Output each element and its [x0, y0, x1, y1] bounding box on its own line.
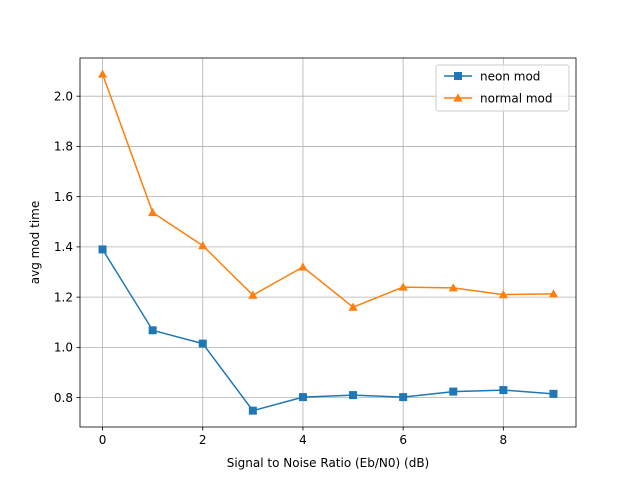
data-point — [398, 282, 408, 291]
data-point — [399, 393, 408, 402]
series-layer — [97, 69, 559, 415]
y-axis-label: avg mod time — [28, 201, 42, 284]
series-line — [101, 73, 554, 308]
data-point — [549, 389, 558, 398]
data-point — [448, 283, 458, 292]
x-tick-label: 8 — [500, 433, 508, 447]
legend-label: normal mod — [480, 91, 553, 105]
y-tick-label: 1.4 — [54, 240, 73, 254]
data-point — [148, 207, 158, 217]
y-tick-label: 1.2 — [54, 290, 73, 304]
y-tick-label: 2.0 — [54, 89, 73, 103]
data-point — [248, 406, 257, 415]
legend-swatch-marker — [453, 93, 463, 102]
data-point — [298, 393, 307, 402]
series-normal-mod — [97, 69, 559, 311]
x-tick-label: 4 — [299, 433, 307, 447]
data-point — [548, 289, 559, 298]
x-tick-label: 6 — [399, 433, 407, 447]
series-line — [101, 249, 554, 412]
data-point — [198, 241, 208, 250]
legend-item: normal mod — [444, 91, 553, 105]
data-point — [498, 290, 508, 299]
data-point — [198, 339, 207, 348]
y-tick-label: 1.0 — [54, 341, 73, 355]
x-axis-label: Signal to Noise Ratio (Eb/N0) (dB) — [227, 456, 430, 470]
data-point — [298, 262, 308, 271]
data-point — [97, 69, 108, 78]
data-point — [349, 391, 358, 400]
data-point — [499, 386, 508, 395]
x-tick-label: 0 — [99, 433, 107, 447]
data-point — [348, 302, 358, 311]
data-point — [98, 245, 107, 254]
legend-label: neon mod — [480, 69, 540, 83]
legend-item: neon mod — [444, 69, 540, 83]
data-point — [148, 326, 157, 335]
y-tick-label: 0.8 — [54, 391, 73, 405]
legend: neon mod normal mod — [435, 64, 570, 112]
legend-swatch-marker — [454, 72, 462, 80]
x-tick-label: 2 — [199, 433, 207, 447]
series-neon-mod — [98, 245, 558, 415]
data-point — [248, 290, 258, 299]
tick-layer: 0 2 4 6 8 0.8 1.0 1.2 1.4 1.6 1.8 2.0 — [54, 89, 507, 447]
plot-frame — [79, 57, 577, 428]
y-tick-label: 1.6 — [54, 190, 73, 204]
data-point — [449, 387, 458, 396]
y-tick-label: 1.8 — [54, 140, 73, 154]
plot-area — [80, 58, 576, 427]
